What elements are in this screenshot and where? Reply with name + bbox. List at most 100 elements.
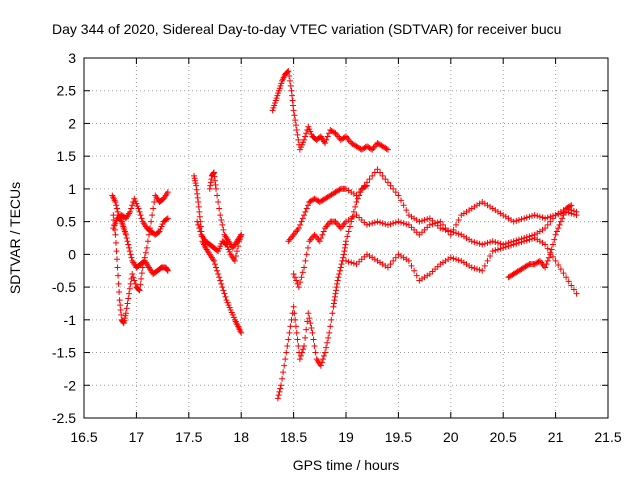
data-point — [531, 212, 538, 219]
data-point — [529, 212, 536, 219]
data-point — [395, 218, 402, 225]
data-point — [434, 219, 441, 226]
data-point — [298, 274, 305, 281]
data-point — [138, 215, 145, 222]
data-point — [238, 231, 245, 238]
data-point — [164, 215, 171, 222]
data-point — [542, 264, 549, 271]
data-point — [207, 182, 214, 189]
x-tick-label: 17.5 — [175, 429, 202, 445]
data-point — [293, 329, 300, 336]
data-point — [573, 290, 580, 297]
data-point — [295, 225, 302, 232]
data-point — [552, 257, 559, 264]
data-point — [548, 246, 555, 253]
data-point — [476, 266, 483, 273]
data-point — [450, 226, 457, 233]
data-point — [336, 271, 343, 277]
data-point — [299, 269, 306, 276]
x-axis-label: GPS time / hours — [293, 457, 400, 473]
data-point — [523, 214, 530, 221]
data-point — [213, 264, 220, 271]
data-point — [284, 343, 291, 349]
data-point — [324, 133, 331, 140]
data-point — [560, 212, 567, 219]
data-point — [534, 212, 541, 219]
data-point — [487, 253, 494, 259]
data-point — [529, 235, 536, 242]
data-point — [471, 265, 478, 272]
data-point — [292, 117, 299, 124]
data-point — [297, 221, 304, 228]
data-point — [390, 185, 397, 192]
data-point — [526, 213, 533, 220]
data-point — [274, 395, 281, 402]
data-point — [492, 247, 499, 254]
series-sat-k — [343, 235, 580, 297]
data-point — [287, 82, 294, 89]
y-tick-label: -2.5 — [52, 410, 76, 426]
data-point — [136, 208, 143, 215]
data-point — [222, 240, 229, 247]
data-point — [279, 375, 286, 382]
data-point — [289, 97, 296, 104]
data-point — [196, 225, 203, 232]
data-point — [343, 238, 349, 245]
data-point — [213, 185, 220, 192]
data-point — [296, 356, 303, 363]
data-point — [126, 248, 133, 255]
data-point — [290, 303, 297, 310]
data-point — [137, 212, 144, 219]
data-point — [330, 303, 337, 310]
data-point — [395, 192, 402, 199]
data-point — [337, 264, 344, 271]
data-point — [387, 261, 394, 268]
data-point — [332, 290, 339, 297]
data-point — [220, 226, 227, 233]
series-sat-j — [290, 199, 580, 291]
data-point — [281, 362, 288, 369]
data-point — [455, 257, 462, 264]
data-point — [374, 218, 381, 225]
data-point — [126, 244, 133, 251]
data-point — [304, 318, 311, 325]
data-point — [570, 208, 577, 214]
data-point — [487, 239, 494, 246]
data-point — [303, 130, 310, 137]
data-point — [377, 219, 384, 226]
data-point — [302, 208, 309, 215]
data-point — [384, 179, 391, 186]
series-sat-h — [274, 182, 370, 402]
data-point — [295, 284, 302, 291]
data-point — [206, 185, 213, 192]
data-point — [114, 256, 121, 263]
data-point — [324, 339, 331, 346]
data-point — [542, 215, 549, 222]
data-point — [117, 307, 124, 313]
data-point — [298, 218, 305, 225]
data-point — [303, 205, 310, 212]
data-point — [544, 221, 551, 228]
data-point — [305, 310, 312, 317]
data-point — [353, 199, 360, 205]
data-point — [329, 310, 336, 317]
data-point — [211, 173, 218, 180]
data-point — [138, 270, 145, 277]
data-point — [374, 166, 381, 173]
data-point — [345, 228, 352, 235]
data-point — [481, 262, 488, 269]
data-point — [297, 279, 304, 286]
data-point — [513, 217, 520, 224]
data-point — [291, 310, 298, 317]
data-point — [113, 202, 120, 209]
data-point — [390, 220, 397, 227]
data-point — [334, 280, 341, 287]
data-point — [544, 257, 551, 264]
data-point — [283, 349, 290, 356]
data-point — [345, 258, 352, 265]
data-point — [276, 388, 283, 395]
data-point — [293, 277, 300, 284]
data-point — [310, 336, 317, 343]
x-tick-label: 18 — [233, 429, 249, 445]
y-tick-label: -1.5 — [52, 345, 76, 361]
